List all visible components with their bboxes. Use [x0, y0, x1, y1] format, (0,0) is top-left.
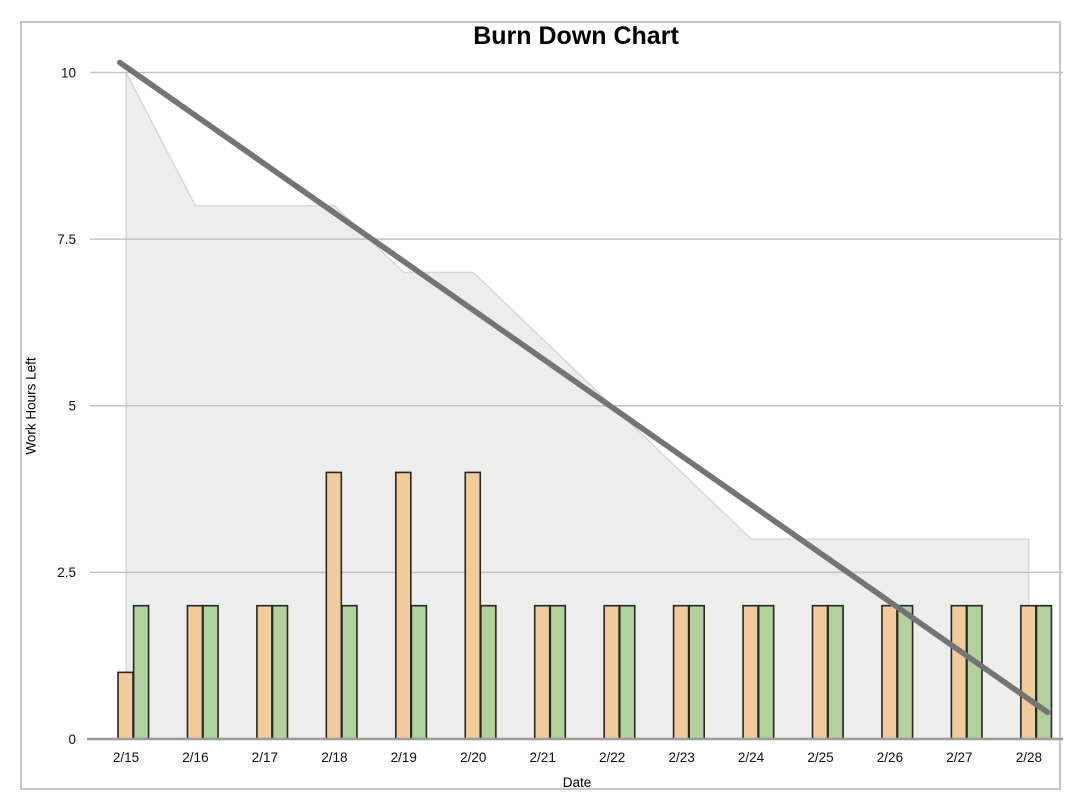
bar-orange-bars-2/16 [186, 604, 204, 740]
bar-green-bars-2/21 [549, 604, 567, 740]
x-tick-label: 2/25 [807, 750, 833, 765]
bar-orange-bars-2/24 [742, 604, 759, 740]
bar-orange-bars-2/21 [533, 604, 551, 740]
y-tick-label: 5 [68, 399, 76, 414]
bar-green-bars-2/25 [827, 604, 844, 740]
x-tick-label: 2/22 [599, 750, 625, 765]
bar-green-bars-2/16 [202, 604, 219, 740]
trend-line [116, 59, 1051, 716]
bar-orange-bars-2/22 [603, 604, 620, 740]
x-tick-label: 2/21 [530, 750, 556, 765]
y-axis-title: Work Hours Left [23, 357, 39, 455]
bar-green-bars-2/27 [966, 604, 983, 740]
y-tick-label: 7.5 [57, 232, 76, 247]
bar-orange-bars-2/17 [256, 604, 273, 740]
y-tick-label: 0 [68, 732, 76, 747]
x-tick-label: 2/28 [1016, 750, 1042, 765]
bar-green-bars-2/28 [1035, 604, 1053, 740]
chart-title: Burn Down Chart [473, 22, 679, 50]
x-tick-label: 2/27 [946, 750, 972, 765]
bar-green-bars-2/19 [410, 604, 428, 740]
x-tick-label: 2/15 [113, 750, 139, 765]
bar-green-bars-2/24 [757, 604, 775, 740]
bar-orange-bars-2/20 [464, 471, 482, 740]
bar-orange-bars-2/18 [325, 471, 343, 740]
bar-green-bars-2/23 [688, 604, 706, 740]
y-tick-label: 2.5 [57, 565, 76, 580]
bar-orange-bars-2/25 [811, 604, 829, 740]
x-tick-label: 2/19 [391, 750, 417, 765]
bar-green-bars-2/18 [341, 604, 358, 740]
bar-orange-bars-2/26 [881, 604, 898, 740]
bar-orange-bars-2/15 [117, 671, 134, 740]
bar-orange-bars-2/23 [672, 604, 690, 740]
bar-orange-bars-2/19 [394, 471, 412, 740]
bar-green-bars-2/26 [896, 604, 914, 740]
bar-green-bars-2/22 [618, 604, 636, 740]
x-tick-label: 2/16 [182, 750, 208, 765]
x-tick-label: 2/17 [252, 750, 278, 765]
y-tick-label: 10 [61, 65, 76, 80]
x-tick-label: 2/24 [738, 750, 765, 765]
x-axis-title: Date [562, 775, 592, 790]
remaining-work-area-edge [125, 71, 1030, 739]
x-tick-label: 2/20 [460, 750, 486, 765]
bar-orange-bars-2/27 [950, 604, 968, 740]
x-tick-label: 2/23 [668, 750, 694, 765]
bar-orange-bars-2/28 [1020, 604, 1037, 740]
bar-green-bars-2/20 [480, 604, 497, 740]
bar-green-bars-2/15 [132, 604, 150, 740]
x-tick-label: 2/18 [321, 750, 347, 765]
x-tick-label: 2/26 [877, 750, 903, 765]
bar-green-bars-2/17 [271, 604, 289, 740]
